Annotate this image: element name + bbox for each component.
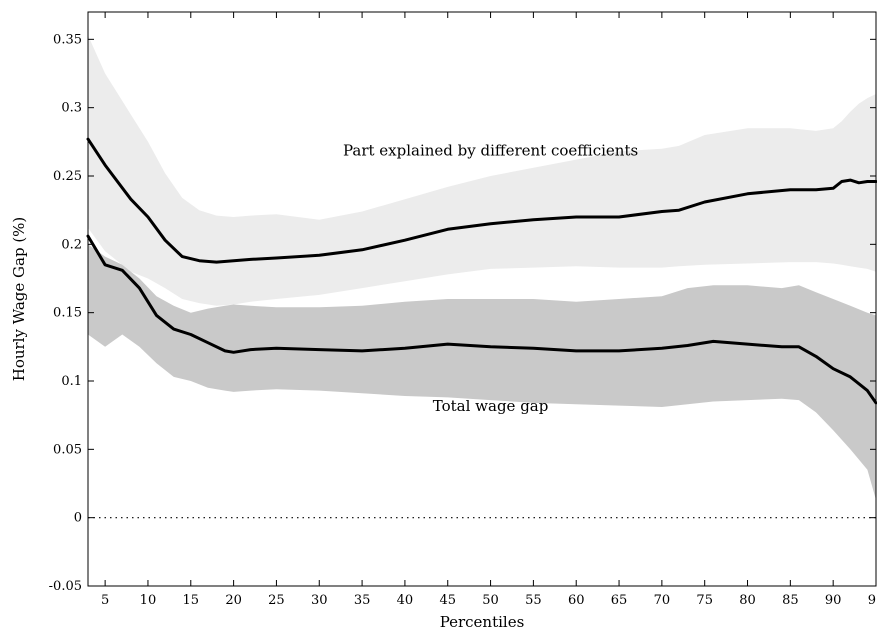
series-line-1: [86, 234, 877, 405]
y-tick-label: 0.3: [61, 101, 82, 116]
x-tick-label: 80: [739, 593, 756, 608]
x-axis-label: Percentiles: [440, 613, 525, 631]
x-tick-label: 25: [268, 593, 285, 608]
x-tick-label: 30: [311, 593, 328, 608]
annotation-0: Part explained by different coefficients: [343, 142, 638, 160]
x-tick-label: 50: [482, 593, 499, 608]
annotations: Part explained by different coefficients…: [343, 142, 638, 416]
x-tick-label: 60: [568, 593, 585, 608]
x-tick-label: 95: [868, 593, 877, 608]
x-tick-label: 85: [782, 593, 799, 608]
y-tick-label: 0.25: [53, 169, 82, 184]
x-tick-label: 20: [225, 593, 242, 608]
x-tick-label: 5: [101, 593, 109, 608]
band-1: [88, 244, 876, 500]
x-tick-label: 15: [183, 593, 200, 608]
x-tick-label: 35: [354, 593, 371, 608]
y-tick-label: 0.2: [61, 237, 82, 252]
plot-frame: [87, 11, 877, 587]
x-tick-label: 90: [825, 593, 842, 608]
y-tick-label: 0.15: [53, 306, 82, 321]
x-tick-label: 10: [140, 593, 157, 608]
x-tick-label: 55: [525, 593, 542, 608]
y-tick-label: 0.05: [53, 442, 82, 457]
x-tick-label: 40: [397, 593, 414, 608]
series-line-0: [86, 137, 877, 264]
x-tick-label: 70: [654, 593, 671, 608]
x-tick-label: 45: [439, 593, 456, 608]
x-tick-label: 65: [611, 593, 628, 608]
series-lines: [86, 137, 877, 405]
annotation-1: Total wage gap: [433, 397, 549, 415]
y-tick-label: -0.05: [49, 579, 82, 594]
y-tick-label: 0: [74, 511, 82, 526]
x-tick-label: 75: [696, 593, 713, 608]
y-tick-label: 0.35: [53, 32, 82, 47]
band-0: [88, 35, 876, 306]
y-axis-label: Hourly Wage Gap (%): [10, 217, 28, 382]
confidence-bands: [88, 35, 876, 500]
axis-ticks: 5 10 15 20 25 30 35 40 45 50 55 60 65 70 75 80 85 90 95 -0.…: [49, 12, 877, 608]
y-tick-label: 0.1: [61, 374, 82, 389]
